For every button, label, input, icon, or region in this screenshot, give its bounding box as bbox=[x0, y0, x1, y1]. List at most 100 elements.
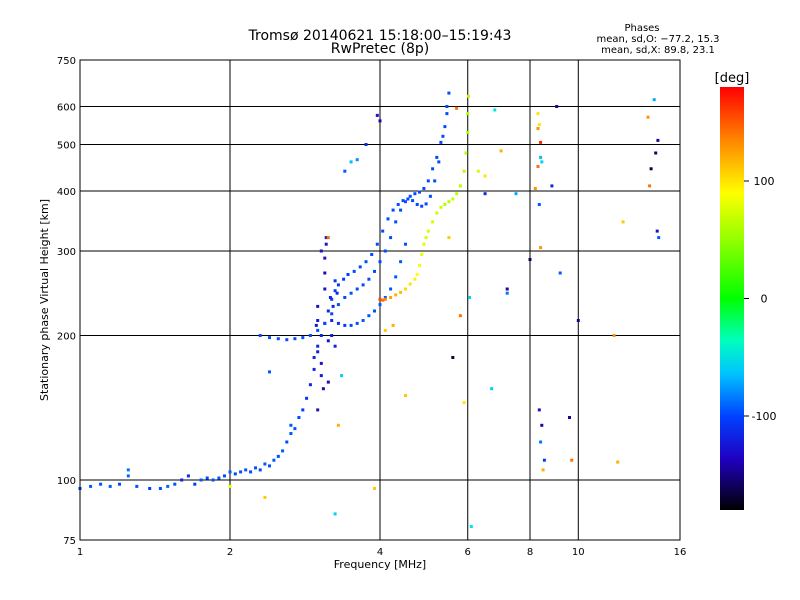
data-point bbox=[431, 167, 435, 171]
data-point bbox=[281, 449, 285, 453]
data-point bbox=[321, 387, 325, 391]
data-point bbox=[490, 387, 494, 391]
data-point bbox=[126, 474, 130, 478]
data-point bbox=[458, 314, 462, 318]
data-point bbox=[375, 242, 379, 246]
data-point bbox=[319, 361, 323, 365]
data-point bbox=[330, 312, 334, 316]
data-point bbox=[467, 94, 470, 98]
data-point bbox=[314, 323, 318, 327]
data-point bbox=[415, 273, 419, 276]
data-point bbox=[418, 190, 421, 194]
data-points bbox=[78, 91, 661, 528]
data-point bbox=[285, 440, 289, 444]
data-point bbox=[258, 468, 262, 472]
data-point bbox=[447, 200, 451, 204]
data-point bbox=[378, 119, 382, 123]
data-point bbox=[166, 484, 170, 488]
data-point bbox=[126, 468, 130, 472]
data-point bbox=[217, 476, 221, 480]
data-point bbox=[505, 291, 509, 295]
data-point bbox=[646, 115, 650, 119]
data-point bbox=[576, 319, 580, 322]
data-point bbox=[89, 484, 93, 488]
colorbar-tick-label: 100 bbox=[754, 175, 775, 188]
colorbar-tick-label: 0 bbox=[761, 293, 768, 306]
data-point bbox=[349, 291, 353, 295]
data-point bbox=[439, 140, 443, 144]
data-point bbox=[342, 277, 346, 281]
data-point bbox=[316, 319, 320, 322]
data-point bbox=[367, 277, 371, 281]
data-point bbox=[443, 125, 447, 129]
data-point bbox=[420, 204, 424, 208]
data-point bbox=[441, 134, 445, 138]
data-point bbox=[541, 468, 545, 472]
x-tick-label: 8 bbox=[527, 547, 533, 558]
data-point bbox=[404, 242, 407, 246]
y-tick-label: 500 bbox=[57, 141, 76, 152]
data-point bbox=[333, 344, 337, 348]
data-point bbox=[326, 309, 330, 313]
data-point bbox=[447, 236, 451, 240]
data-point bbox=[404, 394, 407, 397]
data-point bbox=[233, 472, 237, 476]
data-point bbox=[391, 323, 395, 327]
y-tick-label: 75 bbox=[63, 536, 76, 547]
data-point bbox=[539, 155, 543, 159]
data-point bbox=[383, 297, 387, 301]
data-point bbox=[364, 260, 368, 264]
colorbar bbox=[720, 87, 744, 510]
data-point bbox=[652, 98, 656, 102]
data-point bbox=[326, 236, 330, 240]
data-point bbox=[443, 203, 447, 206]
data-point bbox=[445, 112, 449, 116]
x-tick-label: 16 bbox=[674, 547, 687, 558]
data-point bbox=[276, 337, 280, 341]
data-point bbox=[550, 184, 554, 188]
grid-lines bbox=[80, 60, 680, 540]
data-point bbox=[316, 304, 320, 308]
data-point bbox=[435, 155, 439, 159]
data-point bbox=[244, 468, 248, 472]
data-point bbox=[355, 287, 359, 291]
data-point bbox=[505, 287, 509, 291]
data-point bbox=[324, 242, 328, 246]
data-point bbox=[555, 105, 559, 108]
data-point bbox=[540, 423, 544, 427]
data-point bbox=[426, 229, 430, 233]
data-point bbox=[193, 482, 197, 486]
data-point bbox=[333, 512, 337, 516]
data-point bbox=[455, 106, 459, 110]
data-point bbox=[305, 396, 309, 400]
data-point bbox=[394, 275, 398, 279]
data-point bbox=[431, 220, 435, 224]
data-point bbox=[451, 197, 455, 201]
x-tick-label: 4 bbox=[377, 547, 383, 558]
data-point bbox=[276, 454, 280, 458]
data-point bbox=[424, 236, 428, 240]
data-point bbox=[312, 356, 316, 359]
data-point bbox=[420, 253, 424, 256]
colorbar-label: [deg] bbox=[715, 71, 750, 86]
data-point bbox=[616, 460, 620, 464]
data-point bbox=[408, 194, 412, 198]
data-point bbox=[324, 236, 328, 240]
data-point bbox=[199, 478, 203, 482]
y-tick-label: 100 bbox=[57, 476, 76, 487]
data-point bbox=[289, 432, 293, 435]
data-point bbox=[319, 374, 323, 378]
data-point bbox=[326, 339, 330, 343]
data-point bbox=[358, 265, 362, 269]
data-point bbox=[469, 525, 473, 528]
data-point bbox=[373, 309, 376, 313]
data-point bbox=[343, 296, 347, 299]
data-point bbox=[558, 271, 562, 275]
data-point bbox=[370, 253, 374, 256]
data-point bbox=[408, 282, 412, 286]
data-point bbox=[404, 200, 407, 204]
data-point bbox=[373, 269, 376, 273]
data-point bbox=[437, 160, 441, 164]
data-point bbox=[415, 203, 419, 206]
